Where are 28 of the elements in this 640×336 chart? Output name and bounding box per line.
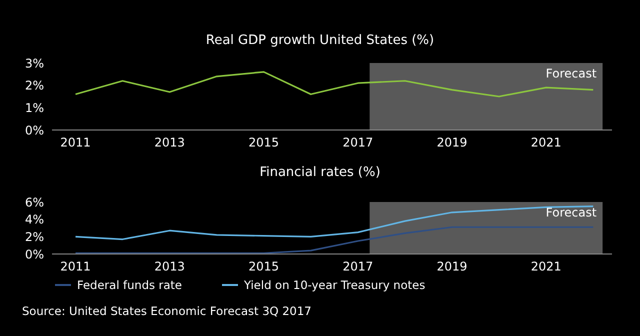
x-tick-label: 2017 — [342, 136, 374, 150]
y-tick-label: 4% — [24, 212, 44, 227]
band-label: Forecast — [546, 66, 597, 81]
line-series — [74, 226, 594, 254]
x-tick-label: 2019 — [436, 260, 468, 274]
legend-label: Federal funds rate — [77, 278, 182, 292]
band-label: Forecast — [546, 206, 597, 220]
source-note: Source: United States Economic Forecast 3Q 2017 — [21, 304, 312, 318]
y-tick-label: 2% — [24, 78, 44, 93]
x-tick-label: 2015 — [248, 136, 280, 150]
y-tick-label: 2% — [24, 230, 44, 244]
y-tick-label: 3% — [24, 56, 44, 70]
legend-label: Yield on 10-year Treasury notes — [244, 278, 426, 292]
x-tick-label: 2011 — [60, 260, 91, 274]
x-tick-label: 2021 — [530, 260, 562, 274]
chart-title: Real GDP growth United States (%) — [204, 32, 436, 50]
x-tick-label: 2013 — [154, 260, 185, 274]
y-tick-label: 0% — [24, 247, 44, 262]
x-tick-label: 2017 — [342, 260, 374, 274]
chart-title: Financial rates (%) — [258, 164, 382, 182]
y-tick-label: 6% — [24, 195, 44, 210]
x-tick-label: 2015 — [248, 260, 280, 274]
x-tick-label: 2021 — [530, 136, 562, 150]
x-tick-label: 2019 — [436, 136, 468, 150]
y-tick-label: 0% — [24, 123, 44, 138]
x-tick-label: 2011 — [60, 136, 91, 150]
y-tick-label: 1% — [24, 100, 44, 115]
x-tick-label: 2013 — [154, 136, 185, 150]
